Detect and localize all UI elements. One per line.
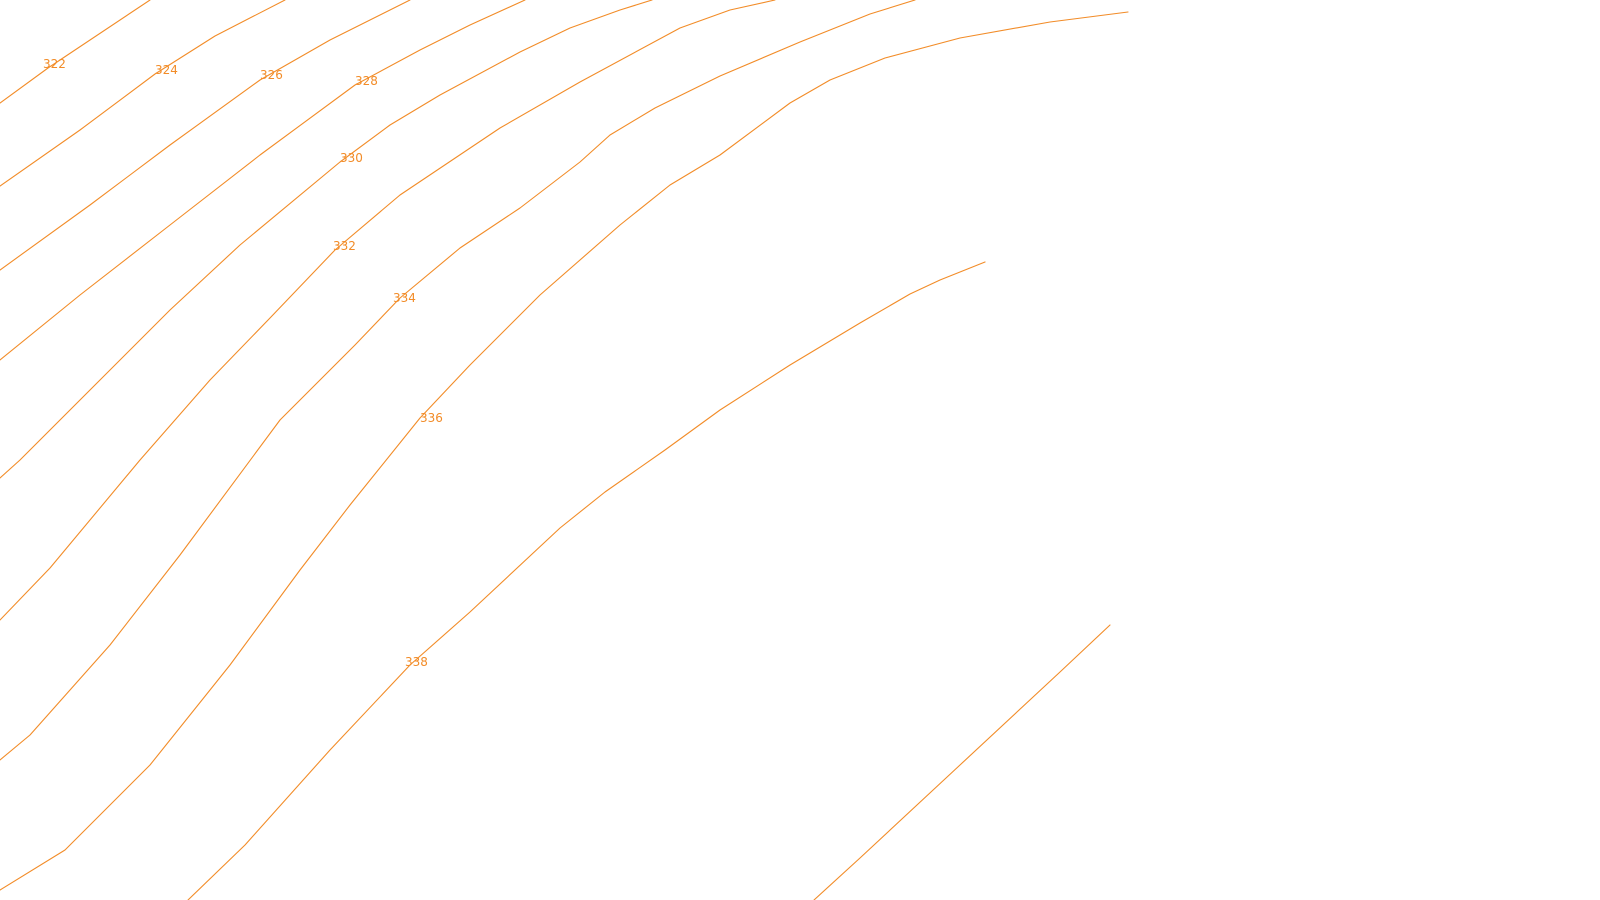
contour-line-338: [187, 261, 986, 900]
contour-line-332: [0, 0, 776, 621]
contour-label-326: 326: [260, 68, 283, 82]
contour-label-322: 322: [43, 57, 66, 71]
contour-label-328: 328: [355, 74, 378, 88]
contour-line-326: [0, 0, 411, 271]
contour-label-336: 336: [420, 411, 443, 425]
contour-label-324: 324: [155, 63, 178, 77]
contour-label-334: 334: [393, 291, 416, 305]
contour-label-330: 330: [340, 151, 363, 165]
contour-line-336: [0, 11, 1129, 891]
contour-line-340-a: [813, 624, 1111, 900]
contour-line-330: [0, 0, 653, 479]
contour-label-332: 332: [333, 239, 356, 253]
contour-line-334: [0, 0, 916, 761]
contour-label-338: 338: [405, 655, 428, 669]
contour-line-328: [0, 0, 526, 361]
contour-line-324: [0, 0, 286, 187]
contour-line-322: [0, 0, 151, 104]
